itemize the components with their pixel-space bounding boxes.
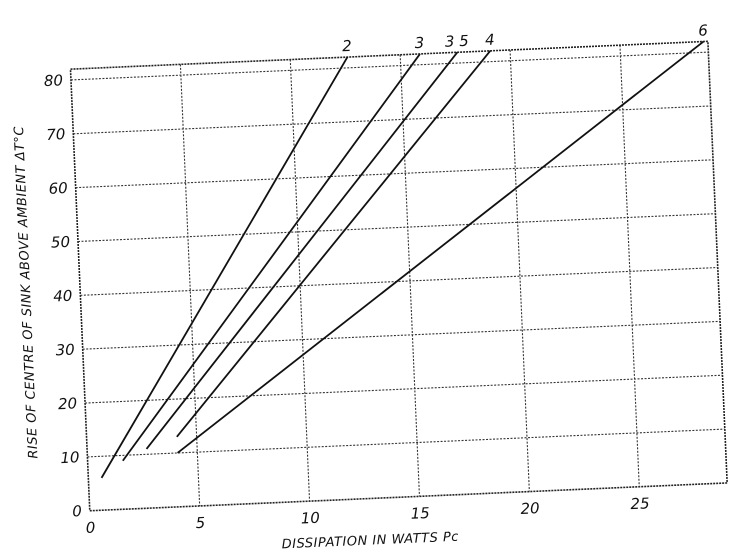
y-tick-label: 20 <box>58 394 78 413</box>
y-tick-label: 0 <box>72 502 82 520</box>
grid-line-y <box>73 105 711 135</box>
grid-line-x <box>619 45 640 487</box>
y-tick-label: 80 <box>43 71 63 90</box>
series-label-4: 4 <box>485 31 495 49</box>
grid-line-y <box>70 51 709 81</box>
plot-area: 0 5 10 15 20 25 0 10 20 30 40 50 60 70 80 2 3 3 5 4 6 DIS… <box>12 21 728 551</box>
x-tick-label: 25 <box>630 494 650 513</box>
x-tick-labels: 0 5 10 15 20 25 <box>85 494 650 537</box>
series-label-3-5: 3 5 <box>445 32 470 51</box>
x-tick-label: 20 <box>520 499 540 518</box>
y-tick-label: 60 <box>48 179 68 198</box>
grid-lines <box>70 45 725 506</box>
grid-line-y <box>82 320 721 350</box>
plot-frame <box>69 40 728 512</box>
grid-line-y <box>77 213 716 243</box>
grid-line-y <box>85 374 723 404</box>
y-tick-label: 40 <box>53 287 73 306</box>
x-tick-label: 5 <box>195 514 205 532</box>
series-label-2: 2 <box>342 37 352 55</box>
y-tick-labels: 0 10 20 30 40 50 60 70 80 <box>43 71 82 520</box>
series-line-3 <box>122 53 421 462</box>
y-tick-label: 70 <box>46 125 66 144</box>
series-line-4 <box>176 50 491 438</box>
y-tick-label: 10 <box>60 448 80 467</box>
series-labels: 2 3 3 5 4 6 <box>342 21 708 55</box>
series-line-6 <box>176 40 705 454</box>
grid-line-y <box>87 428 725 458</box>
grid-line-y <box>80 266 718 296</box>
y-tick-label: 50 <box>51 233 71 252</box>
x-tick-label: 10 <box>300 509 320 528</box>
grid-line-x <box>509 49 530 492</box>
grid-line-x <box>179 64 201 506</box>
series-line-3-5 <box>145 51 459 450</box>
x-axis-label: DISSIPATION IN WATTS Pc <box>281 530 459 551</box>
series-label-3: 3 <box>414 34 424 52</box>
grid-line-x <box>289 59 311 502</box>
y-axis-label: RISE OF CENTRE OF SINK ABOVE AMBIENT ΔT°… <box>12 125 42 459</box>
x-tick-label: 0 <box>85 519 95 537</box>
x-tick-label: 15 <box>410 504 430 523</box>
series-line-2 <box>100 56 349 479</box>
grid-line-x <box>399 54 421 497</box>
grid-line-y <box>75 159 714 189</box>
series-lines <box>100 40 705 479</box>
series-label-6: 6 <box>698 21 708 39</box>
y-tick-label: 30 <box>55 341 75 360</box>
